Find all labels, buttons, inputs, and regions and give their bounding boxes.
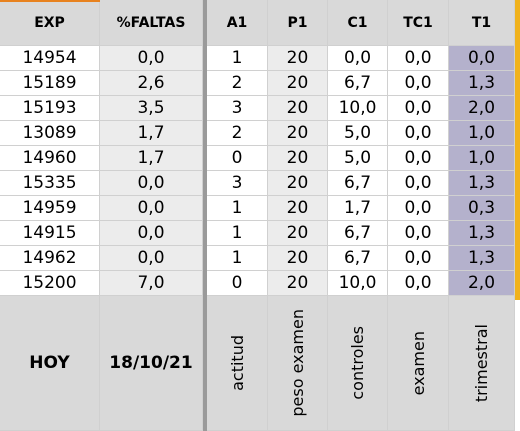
- cell-c1[interactable]: 6,7: [328, 221, 388, 246]
- cell-a1[interactable]: 0: [207, 146, 268, 171]
- cell-p1[interactable]: 20: [268, 146, 328, 171]
- cell-t1[interactable]: 2,0: [449, 96, 515, 121]
- cell-faltas[interactable]: 2,6: [100, 71, 203, 96]
- cell-tc1[interactable]: 0,0: [388, 171, 449, 196]
- cell-c1[interactable]: 0,0: [328, 46, 388, 71]
- header-a1: A1: [207, 0, 268, 46]
- description-tc1: examen: [388, 296, 449, 431]
- cell-faltas[interactable]: 7,0: [100, 271, 203, 296]
- cell-exp[interactable]: 15189: [0, 71, 100, 96]
- cell-t1[interactable]: 1,3: [449, 171, 515, 196]
- cell-tc1[interactable]: 0,0: [388, 121, 449, 146]
- selection-accent: [0, 0, 100, 2]
- cell-faltas[interactable]: 1,7: [100, 146, 203, 171]
- column-divider: [203, 0, 207, 431]
- today-date: 18/10/21: [100, 296, 203, 431]
- cell-faltas[interactable]: 3,5: [100, 96, 203, 121]
- cell-t1[interactable]: 1,3: [449, 221, 515, 246]
- header-exp: EXP: [0, 0, 100, 46]
- today-label: HOY: [0, 296, 100, 431]
- cell-t1[interactable]: 1,0: [449, 146, 515, 171]
- cell-tc1[interactable]: 0,0: [388, 146, 449, 171]
- cell-exp[interactable]: 13089: [0, 121, 100, 146]
- cell-p1[interactable]: 20: [268, 121, 328, 146]
- cell-exp[interactable]: 14959: [0, 196, 100, 221]
- cell-faltas[interactable]: 1,7: [100, 121, 203, 146]
- cell-t1[interactable]: 0,3: [449, 196, 515, 221]
- cell-p1[interactable]: 20: [268, 71, 328, 96]
- cell-tc1[interactable]: 0,0: [388, 96, 449, 121]
- cell-t1[interactable]: 1,0: [449, 121, 515, 146]
- cell-tc1[interactable]: 0,0: [388, 71, 449, 96]
- cell-exp[interactable]: 14962: [0, 246, 100, 271]
- cell-a1[interactable]: 3: [207, 96, 268, 121]
- selection-border: [515, 0, 520, 300]
- cell-exp[interactable]: 15200: [0, 271, 100, 296]
- cell-a1[interactable]: 1: [207, 246, 268, 271]
- description-text: controles: [348, 326, 367, 400]
- header-faltas: %FALTAS: [100, 0, 203, 46]
- cell-p1[interactable]: 20: [268, 46, 328, 71]
- header-c1: C1: [328, 0, 388, 46]
- description-c1: controles: [328, 296, 388, 431]
- cell-c1[interactable]: 5,0: [328, 146, 388, 171]
- cell-p1[interactable]: 20: [268, 221, 328, 246]
- cell-tc1[interactable]: 0,0: [388, 196, 449, 221]
- cell-p1[interactable]: 20: [268, 196, 328, 221]
- cell-c1[interactable]: 10,0: [328, 96, 388, 121]
- cell-faltas[interactable]: 0,0: [100, 46, 203, 71]
- description-text: actitud: [227, 335, 247, 391]
- cell-a1[interactable]: 0: [207, 271, 268, 296]
- cell-c1[interactable]: 10,0: [328, 271, 388, 296]
- cell-c1[interactable]: 5,0: [328, 121, 388, 146]
- cell-exp[interactable]: 15335: [0, 171, 100, 196]
- cell-c1[interactable]: 6,7: [328, 171, 388, 196]
- cell-faltas[interactable]: 0,0: [100, 246, 203, 271]
- cell-a1[interactable]: 2: [207, 71, 268, 96]
- header-tc1: TC1: [388, 0, 449, 46]
- description-text: trimestral: [472, 323, 491, 403]
- description-text: peso examen: [288, 309, 307, 417]
- cell-exp[interactable]: 14915: [0, 221, 100, 246]
- cell-c1[interactable]: 1,7: [328, 196, 388, 221]
- cell-a1[interactable]: 2: [207, 121, 268, 146]
- cell-t1[interactable]: 2,0: [449, 271, 515, 296]
- cell-exp[interactable]: 14960: [0, 146, 100, 171]
- cell-tc1[interactable]: 0,0: [388, 246, 449, 271]
- cell-p1[interactable]: 20: [268, 246, 328, 271]
- cell-a1[interactable]: 1: [207, 221, 268, 246]
- header-t1: T1: [449, 0, 515, 46]
- cell-faltas[interactable]: 0,0: [100, 221, 203, 246]
- cell-p1[interactable]: 20: [268, 271, 328, 296]
- cell-t1[interactable]: 0,0: [449, 46, 515, 71]
- description-a1: actitud: [207, 296, 268, 431]
- cell-tc1[interactable]: 0,0: [388, 271, 449, 296]
- header-p1: P1: [268, 0, 328, 46]
- cell-t1[interactable]: 1,3: [449, 71, 515, 96]
- cell-c1[interactable]: 6,7: [328, 246, 388, 271]
- description-t1: trimestral: [449, 296, 515, 431]
- cell-faltas[interactable]: 0,0: [100, 171, 203, 196]
- cell-tc1[interactable]: 0,0: [388, 46, 449, 71]
- cell-a1[interactable]: 1: [207, 196, 268, 221]
- description-p1: peso examen: [268, 296, 328, 431]
- cell-c1[interactable]: 6,7: [328, 71, 388, 96]
- cell-tc1[interactable]: 0,0: [388, 221, 449, 246]
- cell-a1[interactable]: 3: [207, 171, 268, 196]
- cell-exp[interactable]: 14954: [0, 46, 100, 71]
- cell-a1[interactable]: 1: [207, 46, 268, 71]
- cell-p1[interactable]: 20: [268, 171, 328, 196]
- cell-exp[interactable]: 15193: [0, 96, 100, 121]
- cell-t1[interactable]: 1,3: [449, 246, 515, 271]
- description-text: examen: [408, 330, 428, 396]
- cell-faltas[interactable]: 0,0: [100, 196, 203, 221]
- cell-p1[interactable]: 20: [268, 96, 328, 121]
